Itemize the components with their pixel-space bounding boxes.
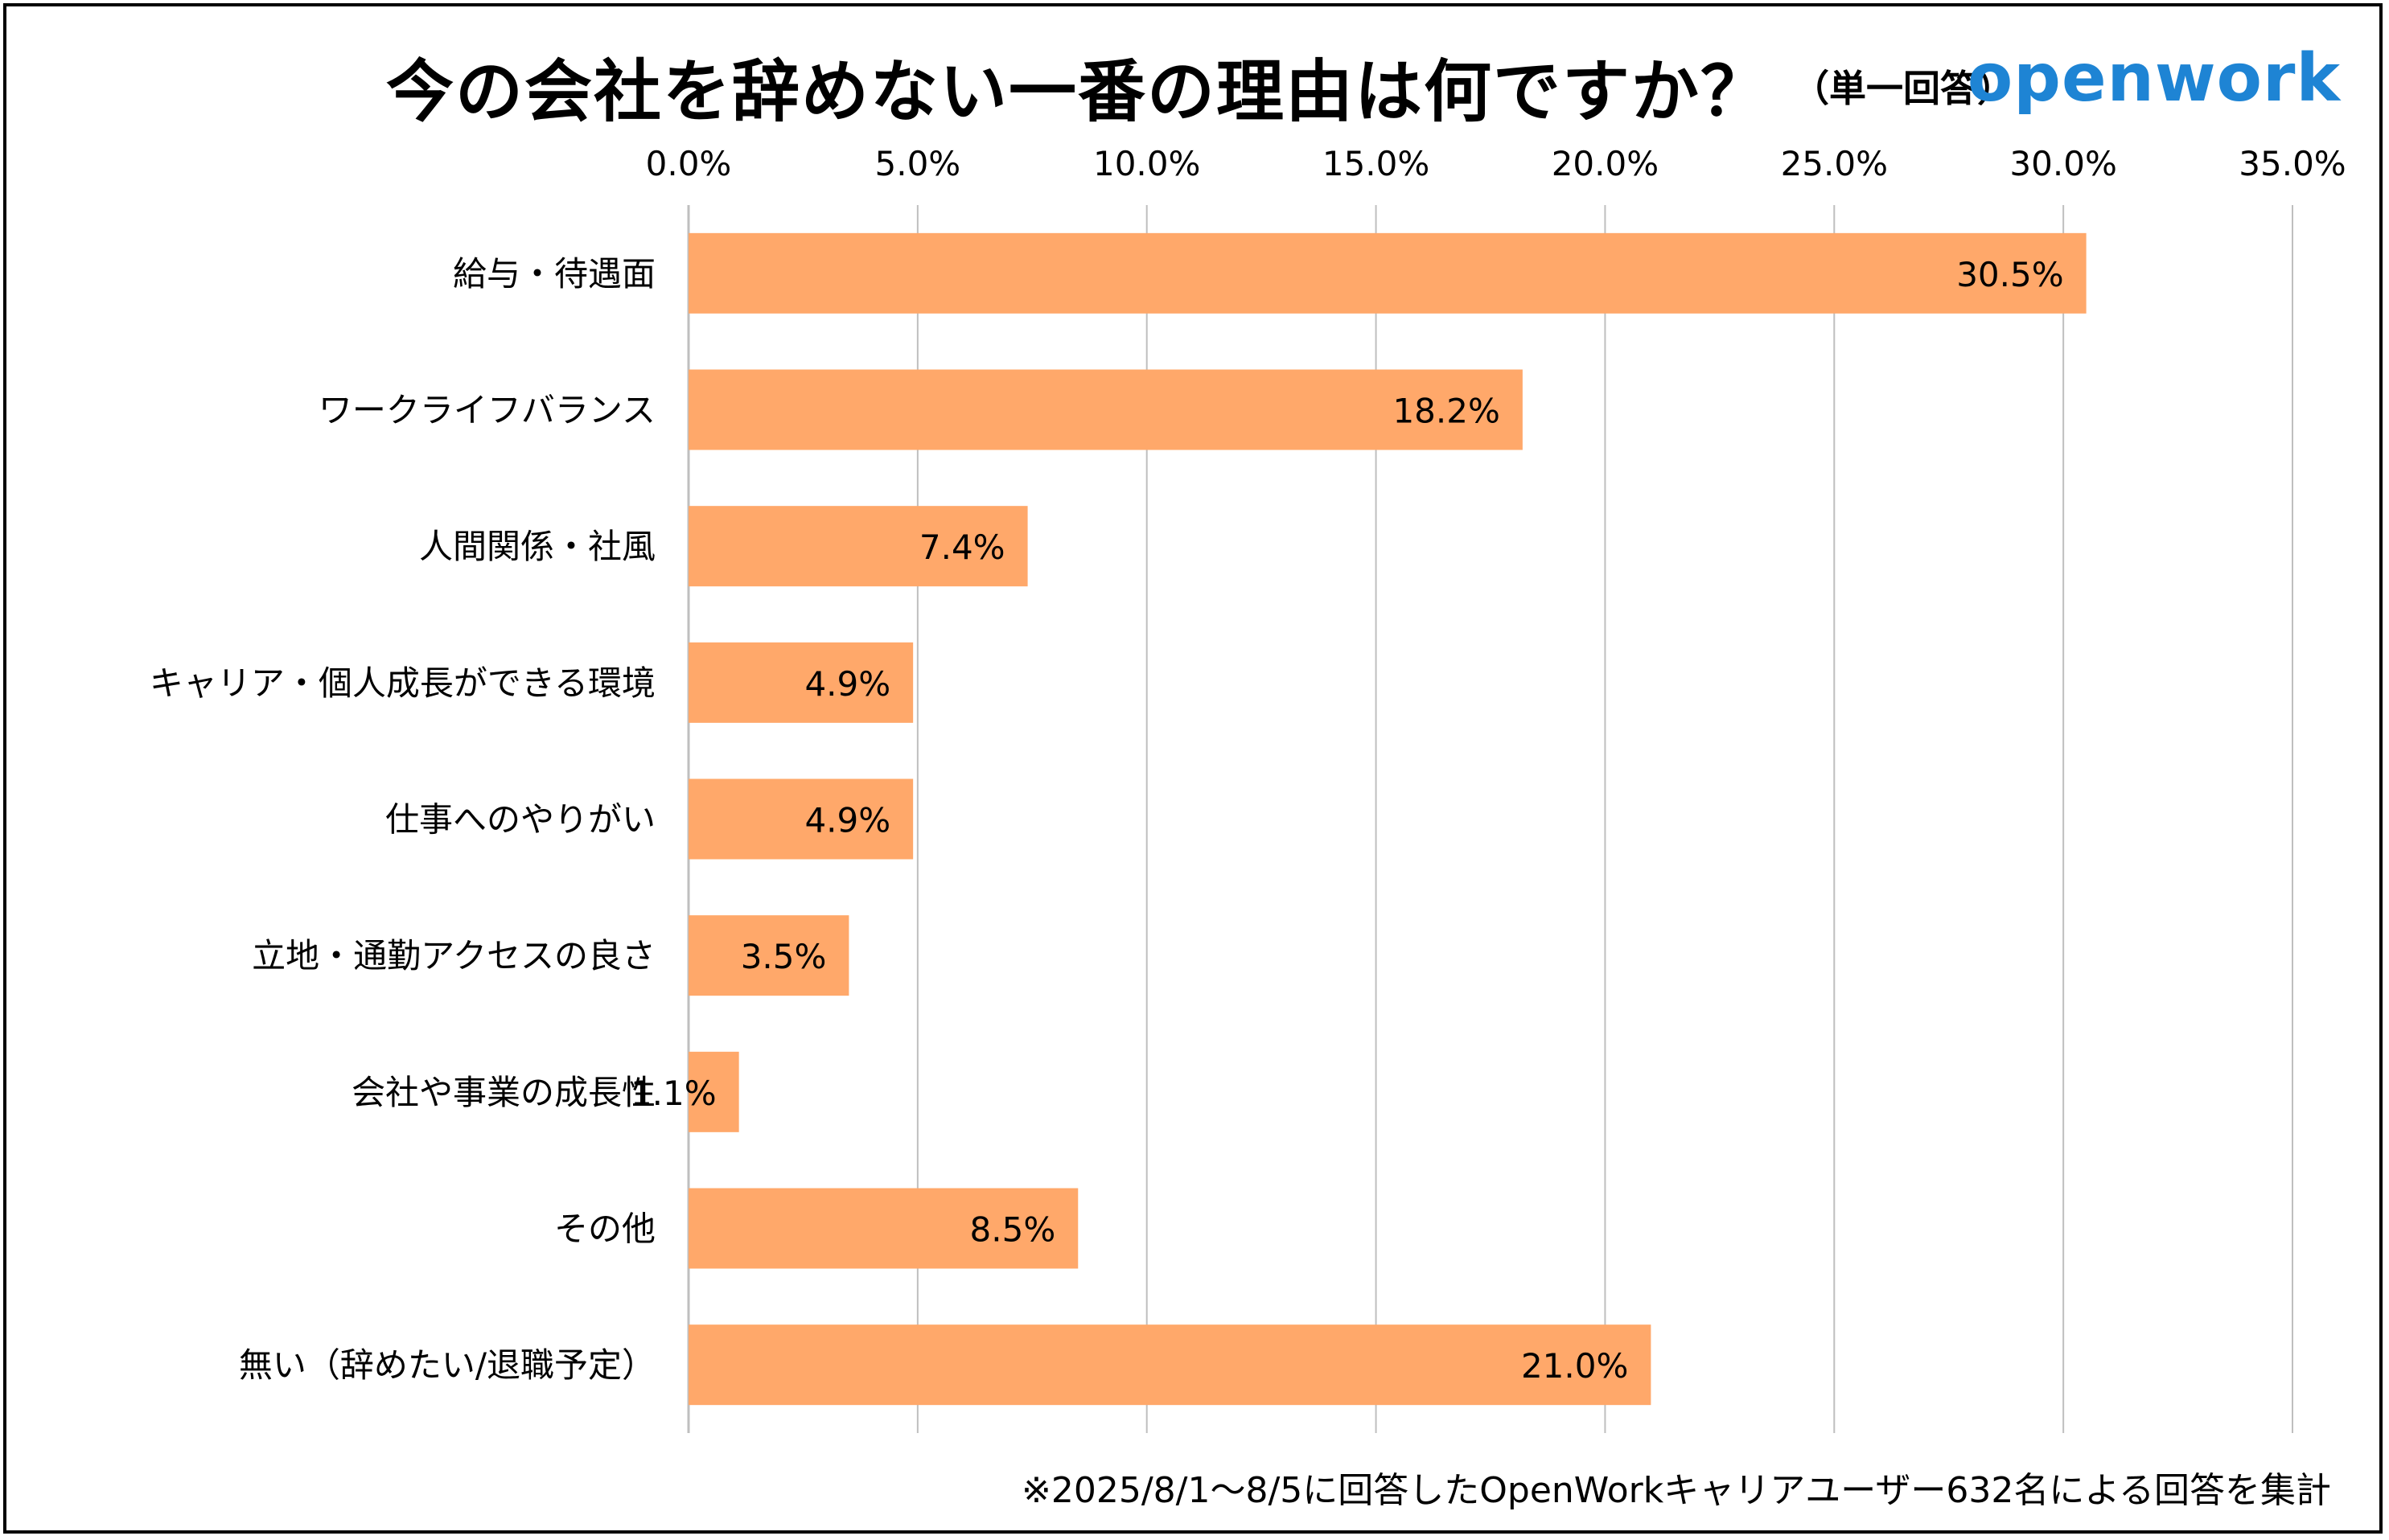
bar <box>689 1188 1079 1269</box>
chart-subtitle: （単一回答） <box>1792 67 2015 110</box>
data-label: 21.0% <box>1521 1346 1628 1386</box>
bar <box>689 1324 1651 1406</box>
data-label: 8.5% <box>970 1210 1056 1250</box>
category-label: 無い（辞めたい/退職予定） <box>239 1345 656 1385</box>
category-label: キャリア・個人成長ができる環境 <box>150 663 656 703</box>
chart-frame <box>3 3 2383 1534</box>
x-tick-label: 10.0% <box>1093 144 1200 183</box>
bar <box>689 506 1028 587</box>
x-tick-label: 35.0% <box>2239 144 2346 183</box>
openwork-logo: openwork <box>1967 40 2341 117</box>
category-label: その他 <box>554 1209 656 1249</box>
x-tick-label: 25.0% <box>1781 144 1888 183</box>
bar <box>689 642 914 723</box>
bar <box>689 778 914 860</box>
footnote: ※2025/8/1～8/5に回答したOpenWorkキャリアユーザー632名によ… <box>1021 1470 2331 1511</box>
x-tick-label: 30.0% <box>2009 144 2116 183</box>
data-label: 18.2% <box>1392 392 1499 431</box>
data-label: 1.1% <box>631 1074 717 1113</box>
category-label: 立地・通勤アクセスの良さ <box>252 936 656 975</box>
bar <box>689 915 849 996</box>
category-label: 人間関係・社風 <box>419 527 656 566</box>
category-label: ワークライフバランス <box>319 391 656 430</box>
data-label: 3.5% <box>741 937 827 976</box>
x-tick-label: 15.0% <box>1322 144 1429 183</box>
bar <box>689 1051 739 1132</box>
x-tick-label: 5.0% <box>875 144 961 183</box>
bar <box>689 369 1523 450</box>
category-label: 仕事へのやりがい <box>385 800 656 840</box>
title-row: 今の会社を辞めない一番の理由は何ですか？ （単一回答） <box>386 34 2014 138</box>
bar <box>689 232 2087 314</box>
x-tick-label: 0.0% <box>646 144 732 183</box>
data-label: 4.9% <box>804 664 890 704</box>
x-tick-label: 20.0% <box>1552 144 1659 183</box>
category-label: 給与・待遇面 <box>453 254 656 294</box>
chart-title: 今の会社を辞めない一番の理由は何ですか？ <box>386 51 1770 131</box>
data-label: 4.9% <box>804 801 890 840</box>
category-label: 会社や事業の成長性 <box>352 1073 656 1112</box>
data-label: 30.5% <box>1956 255 2063 294</box>
data-label: 7.4% <box>919 528 1005 567</box>
